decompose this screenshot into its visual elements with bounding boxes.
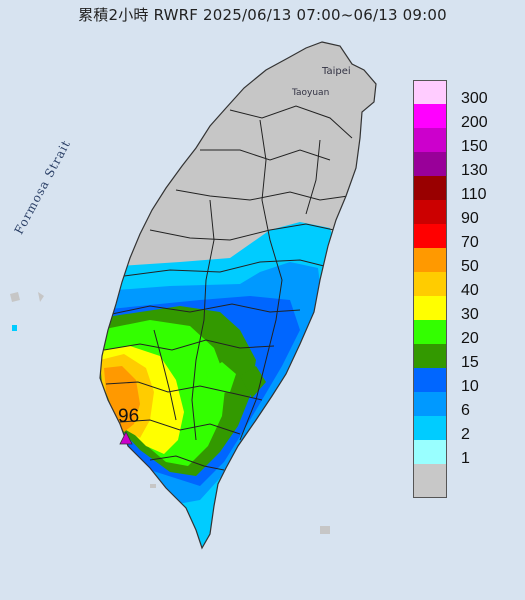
legend-row: 70: [413, 224, 517, 251]
legend-label: 10: [461, 378, 479, 395]
penghu-rain-cell: [12, 325, 17, 331]
legend-row: 15: [413, 344, 517, 371]
max-value-label: 96: [118, 406, 140, 427]
legend-label: 6: [461, 402, 470, 419]
legend-row: 6: [413, 392, 517, 419]
legend-swatch: [413, 368, 447, 392]
lanyu-island: [320, 526, 330, 534]
legend-swatch: [413, 128, 447, 152]
place-label-taipei: Taipei: [322, 66, 351, 77]
legend-row: 2: [413, 416, 517, 443]
legend-label: 90: [461, 210, 479, 227]
legend-swatch: [413, 464, 447, 498]
place-label-taoyuan: Taoyuan: [292, 88, 330, 98]
legend-swatch: [413, 152, 447, 176]
legend-row: 50: [413, 248, 517, 275]
legend-swatch: [413, 344, 447, 368]
legend-swatch: [413, 440, 447, 464]
legend-swatch: [413, 320, 447, 344]
legend-row: 90: [413, 200, 517, 227]
legend-label: 40: [461, 282, 479, 299]
legend-swatch: [413, 392, 447, 416]
legend-label: 130: [461, 162, 488, 179]
legend-label: 1: [461, 450, 470, 467]
legend-row: [413, 464, 517, 498]
legend-swatch: [413, 80, 447, 104]
legend-row: 150: [413, 128, 517, 155]
legend-label: 30: [461, 306, 479, 323]
legend-label: 110: [461, 186, 487, 203]
legend-label: 50: [461, 258, 479, 275]
county-boundaries: [103, 105, 353, 471]
liuqiu-island: [150, 484, 156, 488]
legend-row: 110: [413, 176, 517, 203]
legend-row: 300: [413, 80, 517, 107]
legend-row: 1: [413, 440, 517, 467]
legend-label: 200: [461, 114, 488, 131]
legend-swatch: [413, 272, 447, 296]
penghu-islands: [10, 292, 44, 302]
legend-row: 200: [413, 104, 517, 131]
rain-patch-20mm: [206, 362, 236, 394]
taiwan-coastline: [99, 41, 377, 550]
max-value-marker: [119, 431, 133, 445]
legend-swatch: [413, 200, 447, 224]
map-title: 累積2小時 RWRF 2025/06/13 07:00~06/13 09:00: [78, 6, 447, 24]
legend-row: 30: [413, 296, 517, 323]
legend-row: 20: [413, 320, 517, 347]
legend-label: 15: [461, 354, 479, 371]
legend-swatch: [413, 248, 447, 272]
legend-swatch: [413, 224, 447, 248]
legend-row: 40: [413, 272, 517, 299]
legend-row: 130: [413, 152, 517, 179]
legend-label: 150: [461, 138, 488, 155]
color-legend: 300 200 150 130 110 90 70 50 40 30 20 15 10 6 2 1: [413, 80, 517, 498]
legend-row: 10: [413, 368, 517, 395]
legend-label: 20: [461, 330, 479, 347]
legend-swatch: [413, 176, 447, 200]
legend-swatch: [413, 104, 447, 128]
legend-label: 2: [461, 426, 470, 443]
legend-swatch: [413, 296, 447, 320]
legend-swatch: [413, 416, 447, 440]
rain-patch-15mm: [240, 366, 266, 398]
legend-label: 300: [461, 90, 488, 107]
legend-label: 70: [461, 234, 479, 251]
